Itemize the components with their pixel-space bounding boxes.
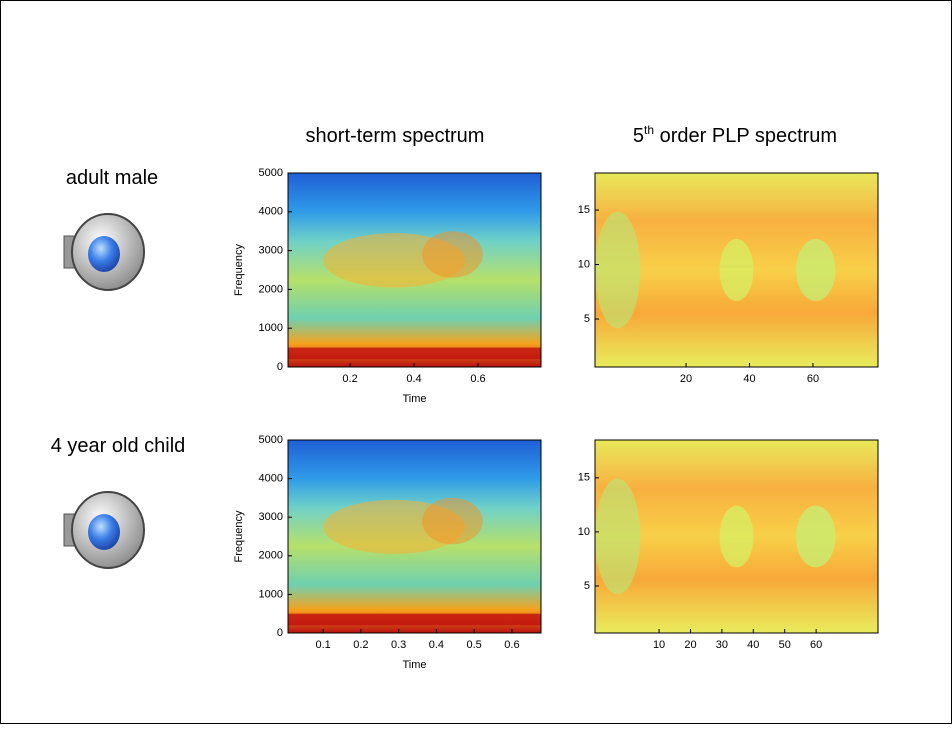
row-label: 4 year old child <box>51 435 186 457</box>
x-tick-label: 30 <box>716 639 728 651</box>
heatmap-region <box>719 238 754 302</box>
y-tick-label: 5000 <box>259 167 283 179</box>
x-axis-label: Time <box>402 659 426 671</box>
y-axis-label: Frequency <box>233 244 245 296</box>
heatmap-region <box>595 211 641 329</box>
heatmap-region <box>719 505 754 568</box>
x-tick-label: 0.3 <box>391 639 406 651</box>
x-tick-label: 40 <box>747 639 759 651</box>
x-tick-label: 0.4 <box>406 373 421 385</box>
heatmap-region <box>288 347 541 360</box>
y-tick-label: 3000 <box>259 245 283 257</box>
x-tick-label: 0.2 <box>353 639 368 651</box>
x-tick-label: 0.6 <box>504 639 519 651</box>
x-axis-label: Time <box>402 393 426 405</box>
heatmap-region <box>422 497 483 545</box>
y-tick-label: 15 <box>578 472 590 484</box>
column-title: 5th order PLP spectrum <box>633 123 837 147</box>
x-tick-label: 20 <box>680 373 692 385</box>
plot-frame <box>287 439 542 634</box>
plot-frame <box>594 172 879 368</box>
x-tick-label: 0.1 <box>315 639 330 651</box>
y-tick-label: 1000 <box>259 322 283 334</box>
x-tick-label: 20 <box>684 639 696 651</box>
y-tick-label: 4000 <box>259 206 283 218</box>
speaker-icon[interactable] <box>63 491 145 569</box>
x-tick-label: 0.6 <box>470 373 485 385</box>
x-tick-label: 50 <box>779 639 791 651</box>
x-tick-label: 60 <box>810 639 822 651</box>
y-tick-label: 4000 <box>259 473 283 485</box>
column-title: short-term spectrum <box>306 125 485 147</box>
y-tick-label: 2000 <box>259 283 283 295</box>
heatmap-panel: 0.1 0.2 0.3 0.4 0.5 0.6 0 1000 2000 3000 4000 5000 T… <box>233 434 542 671</box>
x-tick-label: 0.5 <box>467 639 482 651</box>
y-tick-label: 5 <box>584 313 590 325</box>
heatmap-region <box>795 238 836 302</box>
plot-frame <box>594 439 879 634</box>
y-tick-label: 5000 <box>259 434 283 446</box>
y-tick-label: 15 <box>578 204 590 216</box>
x-tick-label: 0.2 <box>342 373 357 385</box>
x-tick-label: 60 <box>807 373 819 385</box>
y-tick-label: 2000 <box>259 550 283 562</box>
y-axis-label: Frequency <box>233 510 245 562</box>
y-tick-label: 0 <box>277 361 283 373</box>
heatmap-panel: 10 20 30 40 50 60 5 10 15 <box>578 439 879 651</box>
y-tick-label: 10 <box>578 258 590 270</box>
y-tick-label: 10 <box>578 526 590 538</box>
x-tick-label: 10 <box>653 639 665 651</box>
heatmap-region <box>795 505 836 568</box>
y-tick-label: 5 <box>584 580 590 592</box>
y-tick-label: 1000 <box>259 588 283 600</box>
heatmap-region <box>422 231 483 278</box>
speaker-icon[interactable] <box>63 213 145 291</box>
x-tick-label: 40 <box>743 373 755 385</box>
y-tick-label: 0 <box>277 627 283 639</box>
heatmap-panel: 0.2 0.4 0.6 0 1000 2000 3000 4000 5000 Time Freque… <box>233 167 542 405</box>
heatmap-panel: 20 40 60 5 10 15 <box>578 172 879 385</box>
y-tick-label: 3000 <box>259 511 283 523</box>
row-label: adult male <box>66 167 158 189</box>
x-tick-label: 0.4 <box>429 639 444 651</box>
heatmap-region <box>288 613 541 626</box>
heatmap-region <box>595 478 641 595</box>
